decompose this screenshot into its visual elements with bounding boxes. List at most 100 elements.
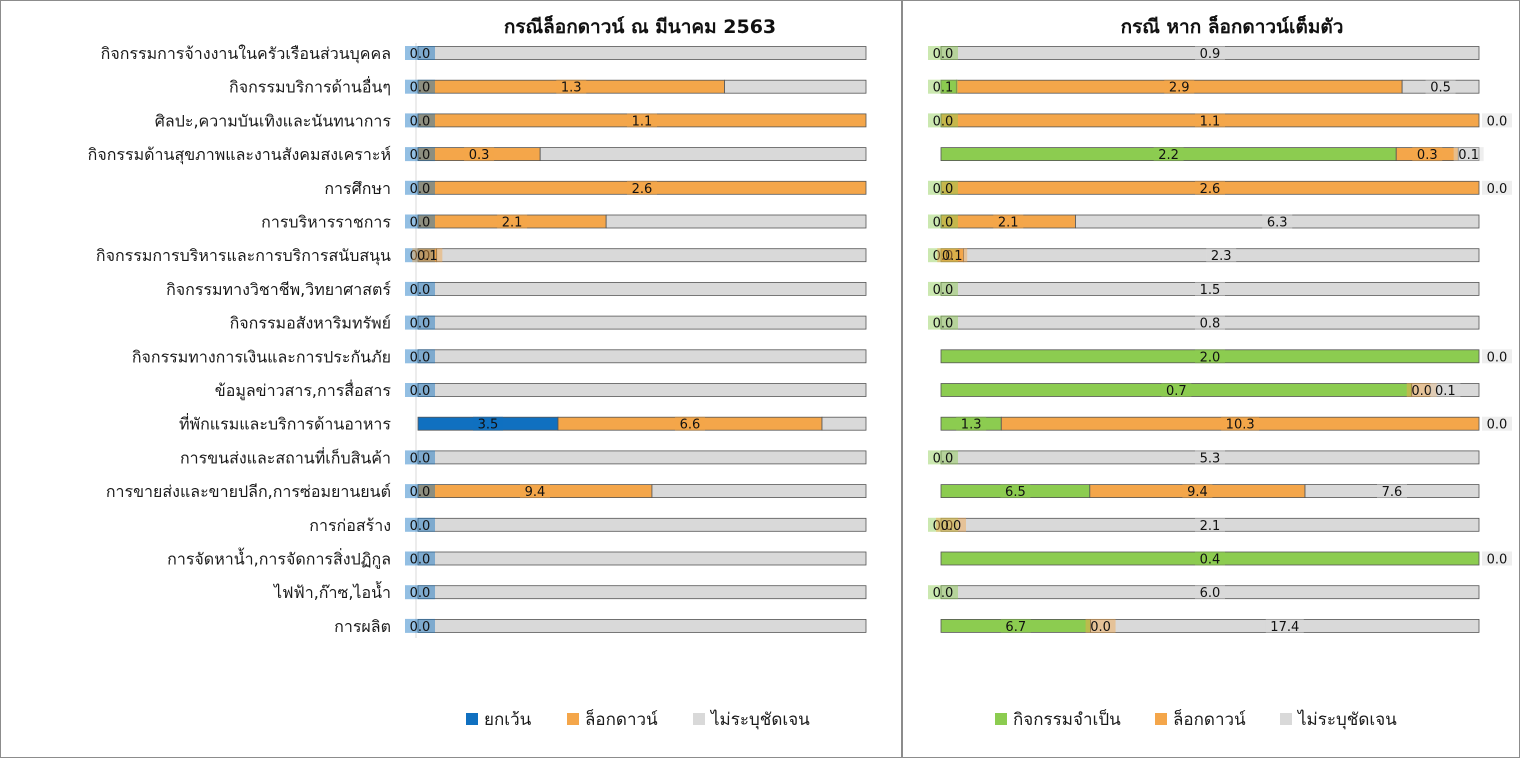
data-label-bg	[928, 46, 958, 60]
right-legend: กิจกรรมจำเป็น ล็อกดาวน์ ไม่ระบุชัดเจน	[995, 708, 1397, 730]
data-label-bg	[405, 551, 435, 566]
data-label-bg	[1377, 484, 1407, 499]
data-label: 2.1	[998, 216, 1019, 231]
bar-segment-unspecified	[1411, 383, 1480, 397]
data-label: 0.0	[933, 114, 954, 129]
data-label-bg	[405, 46, 435, 60]
data-label-bg	[405, 147, 435, 162]
bar-segment-lockdown	[417, 113, 867, 128]
category-label: การศึกษา	[324, 179, 391, 198]
data-label: 17.4	[1270, 620, 1299, 635]
data-label: 0.0	[1487, 553, 1508, 568]
data-label-bg	[1182, 484, 1213, 499]
data-label-bg	[1430, 383, 1461, 397]
data-label-bg	[497, 214, 528, 229]
data-label: 0.0	[1487, 114, 1508, 129]
data-label: 0.7	[1166, 384, 1187, 399]
legend-label: ล็อกดาวน์	[585, 708, 658, 730]
bar-segment-lockdown	[1000, 416, 1480, 431]
bar-segment-unspecified	[1401, 79, 1480, 94]
right-chart-title: กรณี หาก ล็อกดาวน์เต็มตัว	[1121, 14, 1344, 38]
data-label: 0.9	[1200, 47, 1221, 62]
data-label-bg	[1195, 585, 1225, 600]
category-label: การก่อสร้าง	[309, 516, 391, 535]
bar-segment-unspecified	[436, 248, 867, 263]
data-label: 2.0	[1200, 350, 1221, 365]
data-label-bg	[928, 248, 958, 263]
category-label: การบริหารราชการ	[261, 213, 391, 232]
data-label-bg	[675, 416, 705, 431]
data-label: 0.0	[933, 586, 954, 601]
data-label-bg	[627, 180, 657, 195]
data-label: 2.1	[1200, 519, 1221, 534]
bar-segment-unspecified	[417, 349, 867, 364]
left-chart-panel: กรณีล็อกดาวน์ ณ มีนาคม 2563 กิจกรรมการจ้…	[88, 14, 867, 730]
data-label-bg	[1195, 180, 1225, 195]
data-label: 0.1	[942, 249, 963, 264]
bar-segment-unspecified	[417, 619, 867, 633]
data-label: 1.3	[961, 418, 982, 433]
data-label: 0.0	[933, 216, 954, 231]
right-data-labels: 0.0 0.90.1 2.9 0.50.0 1.1 0.02.2 0.3 0.10.0 2.6 0…	[928, 46, 1512, 635]
bar-segment-unspecified	[940, 517, 1480, 532]
data-label-bg	[928, 315, 958, 330]
bar-segment-unspecified	[651, 484, 867, 499]
data-label: 0.0	[1487, 350, 1508, 365]
data-label-bg	[405, 585, 435, 600]
data-label-bg	[928, 281, 958, 296]
data-label-bg	[1482, 180, 1512, 195]
bar-segment-unspecified	[821, 416, 867, 431]
category-label: ไฟฟ้า,ก๊าซ,ไอน้ำ	[272, 581, 391, 602]
data-label-bg	[928, 450, 958, 465]
data-label: 0.0	[933, 317, 954, 332]
data-label-bg	[627, 113, 657, 128]
bar-segment-lockdown	[940, 113, 1480, 128]
bar-segment-unspecified	[417, 517, 867, 532]
bar-segment-essential	[940, 349, 1480, 364]
bar-segment-unspecified	[417, 281, 867, 296]
data-label: 0.0	[410, 620, 431, 635]
category-label: การจัดหาน้ำ,การจัดการสิ่งปฏิกูล	[167, 548, 391, 570]
left-chart-title: กรณีล็อกดาวน์ ณ มีนาคม 2563	[504, 14, 776, 38]
data-label-bg	[405, 180, 435, 195]
legend-swatch-lockdown	[1155, 713, 1167, 725]
category-label: การขายส่งและขายปลีก,การซ่อมยานยนต์	[106, 482, 391, 501]
data-label-bg	[405, 383, 435, 397]
data-label-bg	[405, 214, 435, 229]
legend-label: ไม่ระบุชัดเจน	[1296, 709, 1397, 730]
data-label: 10.3	[1226, 418, 1255, 433]
panel-divider	[901, 0, 903, 758]
data-label-bg	[1482, 349, 1512, 364]
category-label: ที่พักแรมและบริการด้านอาหาร	[179, 413, 391, 434]
data-label: 0.0	[410, 350, 431, 365]
category-label: ศิลปะ,ความบันเทิงและนันทนาการ	[155, 111, 392, 130]
data-label: 0.4	[1200, 553, 1221, 568]
data-label: 6.3	[1267, 216, 1288, 231]
data-label-bg	[405, 113, 435, 128]
data-label: 0.0	[410, 283, 431, 298]
category-label: กิจกรรมทางวิชาชีพ,วิทยาศาสตร์	[166, 280, 391, 299]
category-label: ข้อมูลข่าวสาร,การสื่อสาร	[215, 379, 392, 401]
bar-segment-unspecified	[940, 46, 1480, 60]
data-label: 0.3	[469, 148, 490, 163]
data-label: 0.0	[1411, 384, 1432, 399]
bar-segment-unspecified	[1457, 147, 1480, 162]
data-label-bg	[928, 517, 958, 532]
data-label-bg	[1412, 147, 1443, 162]
legend-swatch-lockdown	[567, 713, 579, 725]
bar-segment-unspecified	[940, 281, 1480, 296]
data-label: 1.1	[1200, 114, 1221, 129]
bar-segment-unspecified	[940, 315, 1480, 330]
bar-segment-unspecified	[605, 214, 867, 229]
data-label-bg	[1195, 517, 1225, 532]
bar-segment-lockdown	[940, 180, 1480, 195]
data-label: 0.0	[1487, 182, 1508, 197]
data-label: 1.1	[632, 114, 653, 129]
data-label: 6.0	[1200, 586, 1221, 601]
category-label: กิจกรรมด้านสุขภาพและงานสังคมสงเคราะห์	[88, 145, 391, 165]
category-label: การขนส่งและสถานที่เก็บสินค้า	[180, 446, 391, 467]
data-label-bg	[405, 450, 435, 465]
left-data-labels: 0.00.0 1.30.0 1.10.0 0.30.0 2.60.0 2.10.00.10…	[405, 46, 705, 635]
data-label: 0.1	[417, 249, 438, 264]
data-label: 0.0	[410, 553, 431, 568]
